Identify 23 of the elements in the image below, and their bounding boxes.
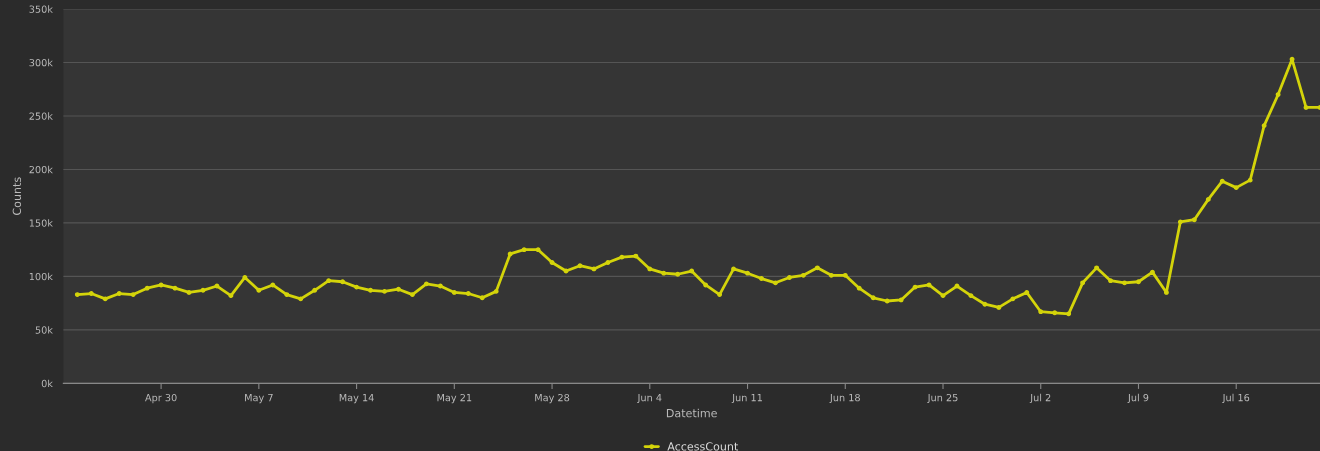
y-tick-label: 300k bbox=[29, 58, 53, 67]
x-tick-label: Jun 11 bbox=[731, 394, 762, 404]
y-tick-label: 250k bbox=[29, 112, 53, 120]
x-tick-label: May 21 bbox=[437, 393, 472, 404]
x-tick-label: May 28 bbox=[535, 393, 570, 404]
x-axis-title: Datetime bbox=[666, 408, 717, 418]
y-axis-title: Counts bbox=[12, 177, 22, 215]
y-tick-label: 200k bbox=[29, 165, 53, 174]
x-tick-label: May 14 bbox=[339, 394, 374, 404]
x-tick-label: Jul 2 bbox=[1029, 393, 1051, 404]
x-tick-label: Jun 18 bbox=[829, 393, 860, 404]
y-tick-label: 50k bbox=[35, 326, 53, 334]
x-tick-label: Apr 30 bbox=[145, 393, 177, 404]
y-tick-label: 100k bbox=[29, 272, 53, 281]
y-tick-label: 150k bbox=[29, 219, 53, 227]
x-tick-label: Jun 25 bbox=[927, 393, 958, 404]
x-tick-label: Jul 9 bbox=[1127, 393, 1149, 404]
x-tick-label: Jul 16 bbox=[1222, 393, 1250, 404]
legend-label: AccessCount bbox=[667, 442, 739, 451]
y-tick-label: 0k bbox=[41, 379, 53, 388]
y-tick-label: 350k bbox=[29, 5, 53, 13]
x-tick-label: May 7 bbox=[245, 394, 273, 404]
x-tick-label: Jun 4 bbox=[637, 394, 662, 404]
